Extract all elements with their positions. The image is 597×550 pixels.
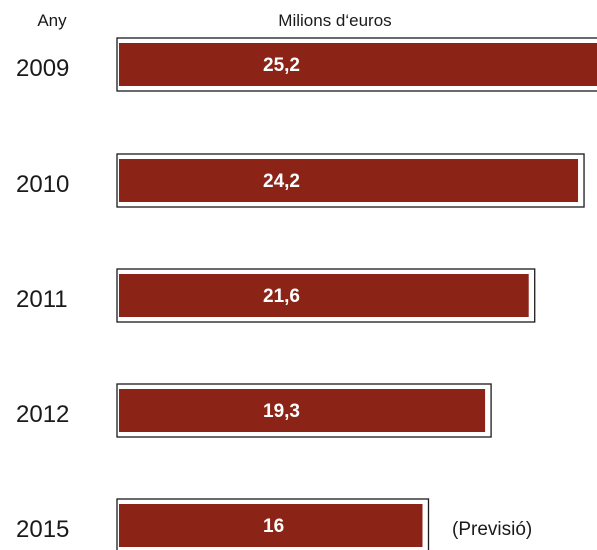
forecast-annotation: (Previsió)	[452, 519, 532, 540]
year-label: 2011	[16, 286, 68, 313]
year-label: 2009	[16, 55, 69, 82]
bar	[119, 504, 423, 547]
value-label: 24,2	[263, 171, 300, 192]
bar-rows: 2009 25,2 2010 24,2 2011 21,6 2012 19,3 2015 16 (P…	[16, 37, 597, 550]
bar	[119, 159, 579, 202]
year-label: 2012	[16, 401, 69, 428]
bar	[119, 274, 529, 317]
bar-frame	[116, 153, 585, 208]
value-label: 19,3	[263, 401, 300, 422]
category-header: Any	[37, 11, 67, 30]
value-label: 16	[263, 516, 284, 537]
bar-frame	[116, 498, 430, 550]
year-label: 2010	[16, 171, 69, 198]
bar	[119, 43, 597, 86]
value-label: 25,2	[263, 55, 300, 76]
bar-frame	[116, 37, 597, 92]
bar	[119, 389, 486, 432]
bar-frame	[116, 383, 492, 438]
year-label: 2015	[16, 516, 69, 543]
value-label: 21,6	[263, 286, 300, 307]
bar-frame	[116, 268, 536, 323]
value-header: Milions d‘euros	[278, 11, 391, 30]
